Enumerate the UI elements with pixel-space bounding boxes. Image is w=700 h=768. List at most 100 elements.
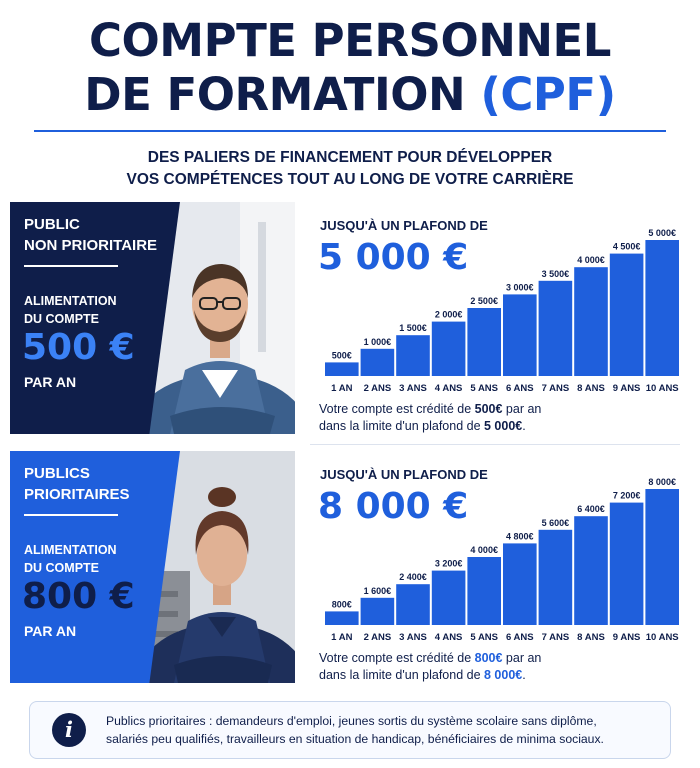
caption-amount: 800€ [474, 651, 503, 665]
bar-10 [645, 240, 679, 376]
info-icon: i [52, 713, 86, 747]
section-prioritaires: PUBLICS PRIORITAIRES ALIMENTATION DU COM… [10, 451, 690, 683]
bar-8 [574, 516, 608, 625]
bar-5 [467, 557, 501, 625]
category-label-2: 2 ANS [364, 632, 392, 643]
public-label-line1: PUBLIC [24, 216, 80, 233]
plafond-label: JUSQU'À UN PLAFOND DE [320, 467, 488, 482]
category-label-9: 9 ANS [613, 632, 641, 643]
info-note-line1: Publics prioritaires : demandeurs d'empl… [106, 714, 597, 728]
bar-7 [538, 529, 573, 625]
bar-1 [325, 611, 359, 625]
bar-6 [503, 543, 537, 625]
caption-line2-pre: dans la limite d'un plafond de [319, 668, 484, 682]
bar-4 [431, 321, 466, 376]
category-label-3: 3 ANS [399, 383, 427, 394]
info-note: i Publics prioritaires : demandeurs d'em… [29, 701, 671, 759]
public-underline [24, 265, 118, 267]
bar-value-label-4: 3 200€ [435, 559, 463, 569]
alimentation-line2: DU COMPTE [24, 561, 99, 575]
title-line1: COMPTE PERSONNEL [89, 14, 611, 67]
caption-end: . [522, 419, 526, 433]
title-accent-cpf: (CPF) [480, 68, 616, 121]
caption-plafond: 8 000€ [484, 668, 523, 682]
category-label-6: 6 ANS [506, 383, 534, 394]
plafond-panel: JUSQU'À UN PLAFOND DE 5 000 € 500€ 1 AN 1 … [310, 202, 690, 434]
category-label-4: 4 ANS [435, 383, 463, 394]
alimentation-label: ALIMENTATION DU COMPTE [24, 541, 117, 577]
bar-value-label-6: 4 800€ [506, 531, 534, 541]
caption-mid: par an [502, 651, 542, 665]
bar-value-label-2: 1 600€ [364, 586, 392, 596]
public-label: PUBLICS PRIORITAIRES [24, 463, 130, 505]
title-line2: DE FORMATION (CPF) [0, 68, 700, 122]
section-non-prioritaire: PUBLIC NON PRIORITAIRE ALIMENTATION DU C… [10, 202, 690, 434]
public-label-line1: PUBLICS [24, 465, 90, 482]
category-label-3: 3 ANS [399, 632, 427, 643]
category-label-1: 1 AN [331, 632, 352, 643]
caption-line2-pre: dans la limite d'un plafond de [319, 419, 484, 433]
bar-6 [503, 294, 537, 376]
bar-1 [325, 362, 359, 376]
bar-value-label-6: 3 000€ [506, 282, 534, 292]
bar-value-label-5: 4 000€ [470, 545, 498, 555]
page-title: COMPTE PERSONNEL DE FORMATION (CPF) [0, 14, 700, 122]
caption-amount: 500€ [474, 402, 503, 416]
alimentation-line2: DU COMPTE [24, 312, 99, 326]
bar-value-label-4: 2 000€ [435, 310, 463, 320]
bar-3 [396, 584, 430, 625]
bar-value-label-10: 8 000€ [648, 477, 676, 487]
category-label-5: 5 ANS [470, 632, 498, 643]
bar-value-label-1: 800€ [332, 599, 352, 609]
category-label-2: 2 ANS [364, 383, 392, 394]
bar-chart-prioritaires: 800€ 1 AN 1 600€ 2 ANS 2 400€ 3 ANS 3 200€ 4 AN… [325, 477, 679, 643]
caption-pre: Votre compte est crédité de [319, 651, 475, 665]
category-label-4: 4 ANS [435, 632, 463, 643]
bar-value-label-8: 4 000€ [577, 255, 605, 265]
category-label-9: 9 ANS [613, 383, 641, 394]
per-year-label: PAR AN [24, 374, 77, 390]
category-label-1: 1 AN [331, 383, 352, 394]
bar-8 [574, 267, 608, 376]
bar-value-label-3: 1 500€ [399, 323, 427, 333]
man-photo [130, 202, 295, 434]
info-note-text: Publics prioritaires : demandeurs d'empl… [106, 712, 604, 748]
title-rule [34, 130, 666, 132]
category-label-7: 7 ANS [542, 383, 570, 394]
caption-pre: Votre compte est crédité de [319, 402, 475, 416]
bar-chart-non-prioritaire: 500€ 1 AN 1 000€ 2 ANS 1 500€ 3 ANS 2 000€ 4 AN… [325, 228, 679, 394]
bar-value-label-5: 2 500€ [470, 296, 498, 306]
subtitle-line1: DES PALIERS DE FINANCEMENT POUR DÉVELOPP… [147, 149, 553, 166]
bar-2 [360, 597, 395, 625]
bar-value-label-7: 3 500€ [542, 269, 570, 279]
bar-2 [360, 348, 395, 376]
bar-value-label-8: 6 400€ [577, 504, 605, 514]
bar-value-label-1: 500€ [332, 350, 352, 360]
public-label-line2: NON PRIORITAIRE [24, 237, 158, 254]
bar-4 [431, 570, 466, 625]
page-subtitle: DES PALIERS DE FINANCEMENT POUR DÉVELOPP… [0, 147, 700, 191]
bar-3 [396, 335, 430, 376]
bar-7 [538, 280, 573, 376]
bar-5 [467, 308, 501, 376]
plafond-label: JUSQU'À UN PLAFOND DE [320, 218, 488, 233]
bar-value-label-9: 4 500€ [613, 242, 641, 252]
yearly-amount: 800 € [22, 576, 135, 617]
bar-value-label-2: 1 000€ [364, 337, 392, 347]
title-line2-main: DE FORMATION [84, 68, 466, 121]
bar-value-label-10: 5 000€ [648, 228, 676, 238]
plafond-panel: JUSQU'À UN PLAFOND DE 8 000 € 800€ 1 AN 1 … [310, 451, 690, 683]
public-panel: PUBLIC NON PRIORITAIRE ALIMENTATION DU C… [10, 202, 295, 434]
per-year-label: PAR AN [24, 623, 77, 639]
alimentation-line1: ALIMENTATION [24, 543, 117, 557]
category-label-8: 8 ANS [577, 383, 605, 394]
subtitle-line2: VOS COMPÉTENCES TOUT AU LONG DE VOTRE CA… [126, 171, 574, 188]
bar-9 [609, 253, 644, 376]
plafond-value: 5 000 € [318, 237, 469, 278]
chart-caption: Votre compte est crédité de 800€ par an … [319, 650, 541, 684]
caption-end: . [522, 668, 526, 682]
category-label-6: 6 ANS [506, 632, 534, 643]
section-divider [310, 444, 680, 445]
public-panel: PUBLICS PRIORITAIRES ALIMENTATION DU COM… [10, 451, 295, 683]
alimentation-line1: ALIMENTATION [24, 294, 117, 308]
